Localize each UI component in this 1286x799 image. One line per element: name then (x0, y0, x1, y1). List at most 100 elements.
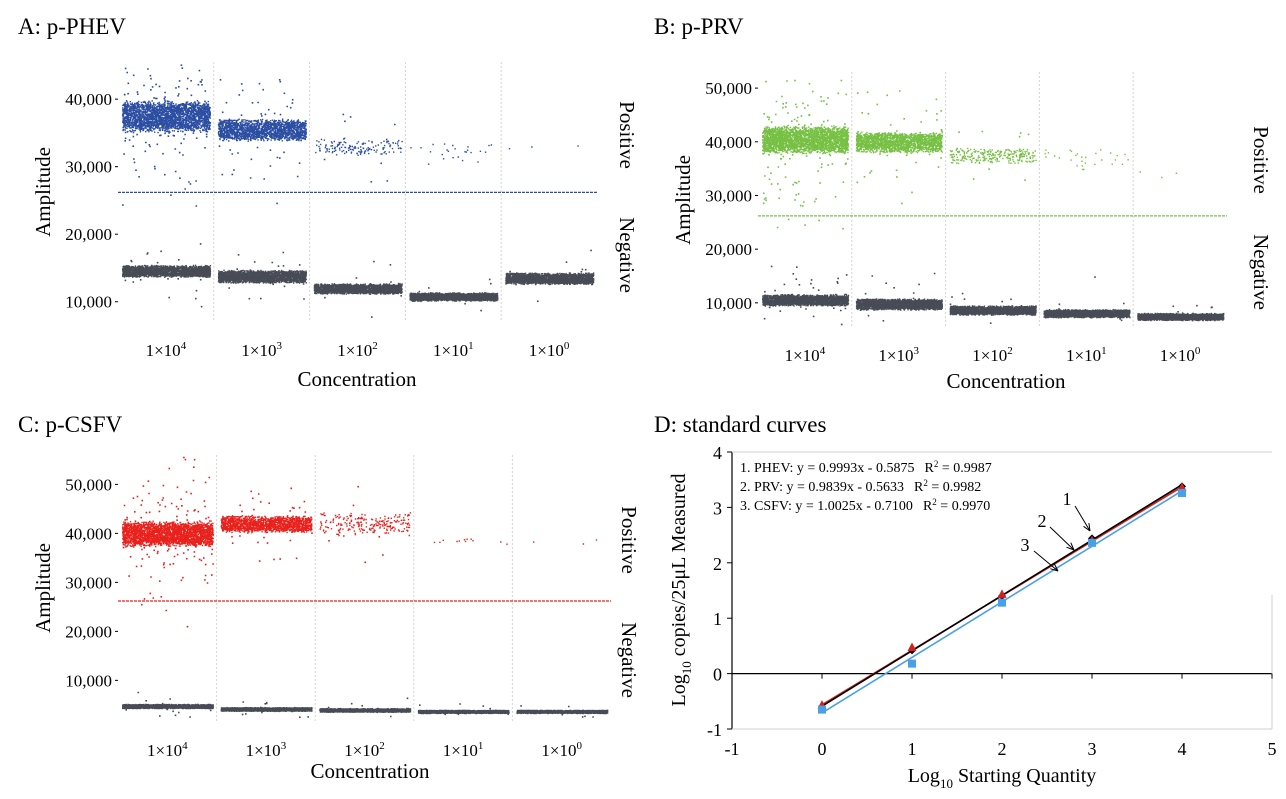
x-category-label: 1×103 (246, 740, 287, 760)
curve-annotation-1: 1 (1063, 489, 1072, 509)
positive-droplets-3 (949, 130, 1037, 181)
x-category-label: 1×103 (241, 340, 282, 360)
panel-title: C: p-CSFV (18, 412, 123, 437)
y-tick-label: 30,000 (65, 158, 112, 177)
point-csfv (998, 598, 1006, 607)
panel-title: A: p-PHEV (18, 14, 126, 39)
point-csfv (908, 659, 916, 668)
category-base: 1×10 (146, 341, 181, 360)
y-tick-label: 1 (713, 609, 722, 629)
category-base: 1×10 (541, 741, 576, 760)
y-label-prefix: Log (668, 674, 690, 706)
positive-droplets-1 (762, 79, 850, 230)
ddpcr-panel-B: B: p-PRV 10,000 20,000 30,000 40,000 50,000 1×… (654, 14, 1273, 393)
equation-text: 2. PRV: y = 0.9839x - 0.5633 R2 = 0.9982 (740, 478, 981, 495)
category-exponent: 1 (478, 740, 484, 752)
category-base: 1×10 (241, 341, 276, 360)
x-category-label: 1×102 (344, 740, 385, 760)
x-tick-label: 2 (998, 739, 1007, 759)
curve-annotation-3: 3 (1021, 535, 1030, 555)
category-exponent: 0 (1195, 345, 1201, 357)
negative-droplets-4 (417, 703, 510, 716)
category-base: 1×10 (246, 741, 281, 760)
negative-label: Negative (617, 622, 641, 698)
x-tick-label: 4 (1178, 739, 1187, 759)
category-exponent: 2 (372, 340, 378, 352)
negative-droplets-3 (319, 697, 412, 718)
negative-droplets-3 (949, 292, 1037, 324)
category-base: 1×10 (1066, 346, 1101, 365)
r2-exponent: 2 (932, 497, 937, 507)
positive-droplets-2 (220, 487, 313, 562)
r2-value: 0.9987 (953, 461, 992, 476)
positive-droplets-5 (1139, 171, 1178, 179)
x-category-label: 1×103 (878, 345, 919, 365)
category-exponent: 1 (468, 340, 474, 352)
r2-equals: = (928, 480, 943, 495)
category-exponent: 4 (181, 340, 187, 352)
x-category-label: 1×102 (972, 345, 1013, 365)
r2-prefix: R (914, 480, 924, 495)
x-tick-label: 0 (818, 739, 827, 759)
category-base: 1×10 (529, 341, 564, 360)
x-label-subscript: 10 (940, 776, 953, 791)
x-axis-label: Concentration (298, 367, 417, 391)
x-category-label: 1×101 (1066, 345, 1107, 365)
category-exponent: 2 (379, 740, 385, 752)
y-tick-label: 10,000 (65, 671, 112, 690)
equation: 2. PRV: y = 0.9839x - 0.5633 (740, 480, 904, 495)
equation: 3. CSFV: y = 1.0025x - 0.7100 (740, 499, 913, 514)
annotation-arrow-line (1074, 505, 1091, 532)
category-exponent: 1 (1101, 345, 1107, 357)
positive-label: Positive (617, 506, 641, 574)
category-base: 1×10 (433, 341, 468, 360)
y-label-subscript: 10 (679, 661, 694, 674)
category-exponent: 3 (276, 340, 282, 352)
x-label-prefix: Log (908, 765, 940, 787)
category-base: 1×10 (785, 346, 820, 365)
equation: 1. PHEV: y = 0.9993x - 0.5875 (740, 461, 914, 476)
annotation-arrow-line (1033, 550, 1059, 572)
y-tick-label: 40,000 (705, 133, 752, 152)
x-category-label: 1×100 (1160, 345, 1201, 365)
negative-droplets-5 (1137, 304, 1225, 322)
negative-droplets-5 (505, 249, 595, 303)
category-base: 1×10 (344, 741, 379, 760)
category-exponent: 3 (913, 345, 919, 357)
y-tick-label: 30,000 (65, 573, 112, 592)
positive-label: Positive (1249, 126, 1273, 194)
x-axis-label: Concentration (311, 759, 430, 783)
category-base: 1×10 (878, 346, 913, 365)
negative-droplets-2 (220, 701, 313, 718)
positive-droplets-2 (855, 90, 943, 205)
annotation-arrow-line (1049, 526, 1075, 551)
y-tick-label: 50,000 (705, 79, 752, 98)
positive-droplets-4 (410, 143, 493, 165)
positive-droplets-3 (315, 113, 403, 183)
x-category-label: 1×101 (443, 740, 484, 760)
category-base: 1×10 (972, 346, 1007, 365)
positive-droplets-4 (1044, 149, 1129, 171)
positive-droplets-2 (217, 79, 307, 205)
equation-text: 3. CSFV: y = 1.0025x - 0.7100 R2 = 0.9970 (740, 497, 990, 514)
x-category-label: 1×100 (541, 740, 582, 760)
negative-droplets-1 (122, 691, 214, 718)
r2-value: 0.9970 (952, 499, 991, 514)
negative-droplets-1 (762, 265, 850, 326)
annotation-arrow-head (1066, 542, 1075, 551)
y-tick-label: 40,000 (65, 90, 112, 109)
positive-droplets-5 (508, 145, 579, 150)
y-tick-label: 20,000 (65, 225, 112, 244)
y-tick-label: 3 (713, 498, 722, 518)
r2-prefix: R (923, 499, 933, 514)
positive-droplets-1 (122, 456, 214, 628)
r2-exponent: 2 (923, 478, 928, 488)
annotation-arrow-head (1083, 523, 1091, 532)
category-base: 1×10 (443, 741, 478, 760)
panel-title: D: standard curves (654, 412, 826, 437)
negative-label: Negative (615, 217, 639, 293)
positive-label: Positive (615, 101, 639, 169)
negative-droplets-5 (516, 705, 609, 718)
negative-droplets-1 (122, 243, 212, 308)
